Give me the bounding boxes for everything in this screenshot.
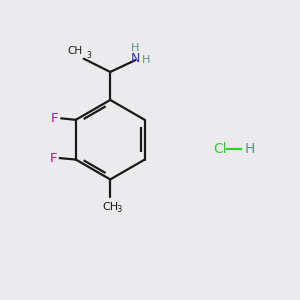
Text: H: H bbox=[131, 43, 140, 53]
Text: CH: CH bbox=[103, 202, 119, 212]
Text: N: N bbox=[130, 52, 140, 65]
Text: 3: 3 bbox=[86, 51, 91, 60]
Text: Cl: Cl bbox=[213, 142, 227, 155]
Text: 3: 3 bbox=[116, 205, 121, 214]
Text: F: F bbox=[51, 112, 59, 125]
Text: CH: CH bbox=[67, 46, 82, 56]
Text: H: H bbox=[142, 55, 151, 64]
Text: F: F bbox=[50, 152, 58, 165]
Text: H: H bbox=[245, 142, 255, 155]
